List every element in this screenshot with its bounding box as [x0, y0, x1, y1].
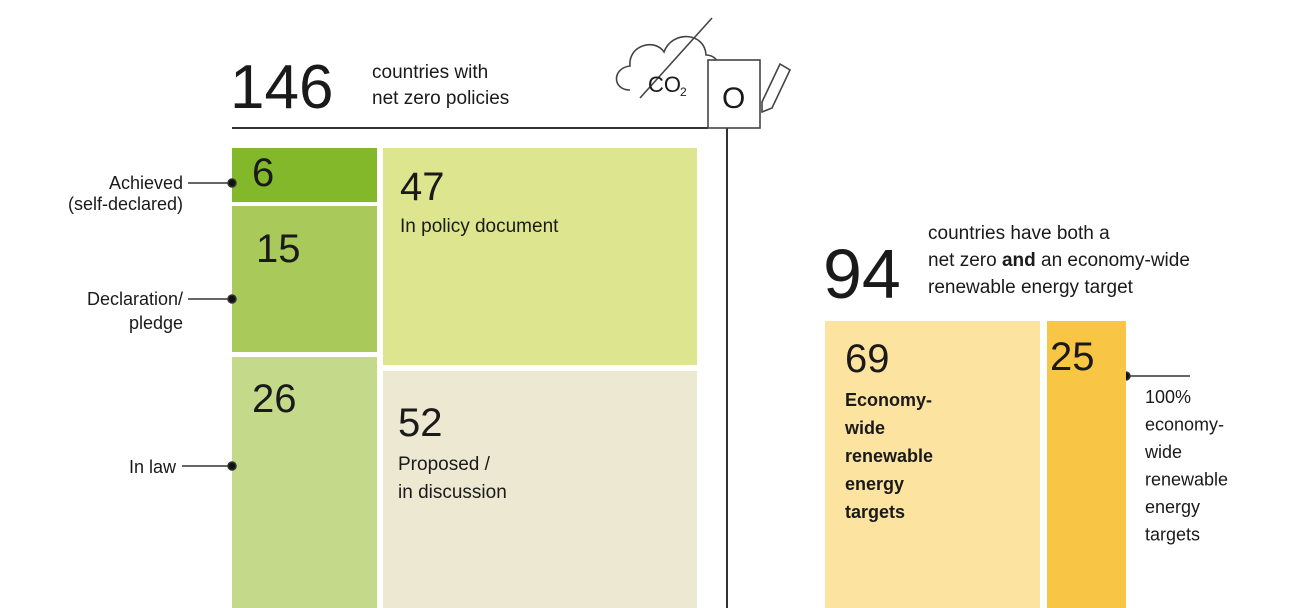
block [1047, 321, 1126, 608]
block-number: 47 [400, 165, 445, 209]
block-number: 25 [1050, 335, 1095, 379]
block-label: renewable [845, 446, 933, 466]
icon-text: 2 [680, 85, 687, 99]
caption: renewable energy target [928, 277, 1134, 298]
total-number: 146 [230, 53, 333, 122]
block-label: Proposed / [398, 454, 491, 475]
caption-part: net zero [928, 250, 1002, 271]
caption: countries with [372, 62, 488, 83]
side-label: pledge [129, 313, 183, 333]
icon-text: CO [648, 72, 681, 97]
icon [615, 17, 792, 129]
block [232, 357, 377, 608]
side-label: 100% [1145, 387, 1191, 407]
side-label: Declaration/ [87, 289, 183, 309]
block-label: In policy document [400, 216, 559, 237]
total-number: 94 [823, 235, 901, 313]
side-label: Achieved [109, 173, 183, 193]
side-label: targets [1145, 525, 1200, 545]
block [232, 148, 377, 202]
side-label: renewable [1145, 470, 1228, 490]
side-label: energy [1145, 497, 1200, 517]
side-label: (self-declared) [68, 194, 183, 214]
side-label: wide [1144, 442, 1182, 462]
block-number: 69 [845, 337, 890, 381]
block-number: 52 [398, 401, 443, 445]
block [232, 206, 377, 352]
block [825, 321, 1040, 608]
caption-part: and [1002, 250, 1036, 271]
block-number: 15 [256, 227, 301, 271]
block-label: in discussion [398, 482, 507, 503]
block-number: 26 [252, 377, 297, 421]
side-label: economy- [1145, 415, 1224, 435]
block [383, 371, 697, 608]
caption-part: an economy-wide [1036, 250, 1190, 271]
block-label: wide [844, 418, 885, 438]
block [383, 148, 697, 365]
block-label: Economy- [845, 390, 932, 410]
block-label: targets [845, 502, 905, 522]
block-label: energy [845, 474, 904, 494]
caption: net zero and an economy-wide [928, 250, 1190, 271]
icon-text: O [722, 82, 745, 115]
caption: net zero policies [372, 88, 509, 109]
caption: countries have both a [928, 223, 1110, 244]
side-label: In law [129, 457, 177, 477]
block-number: 6 [252, 151, 274, 195]
